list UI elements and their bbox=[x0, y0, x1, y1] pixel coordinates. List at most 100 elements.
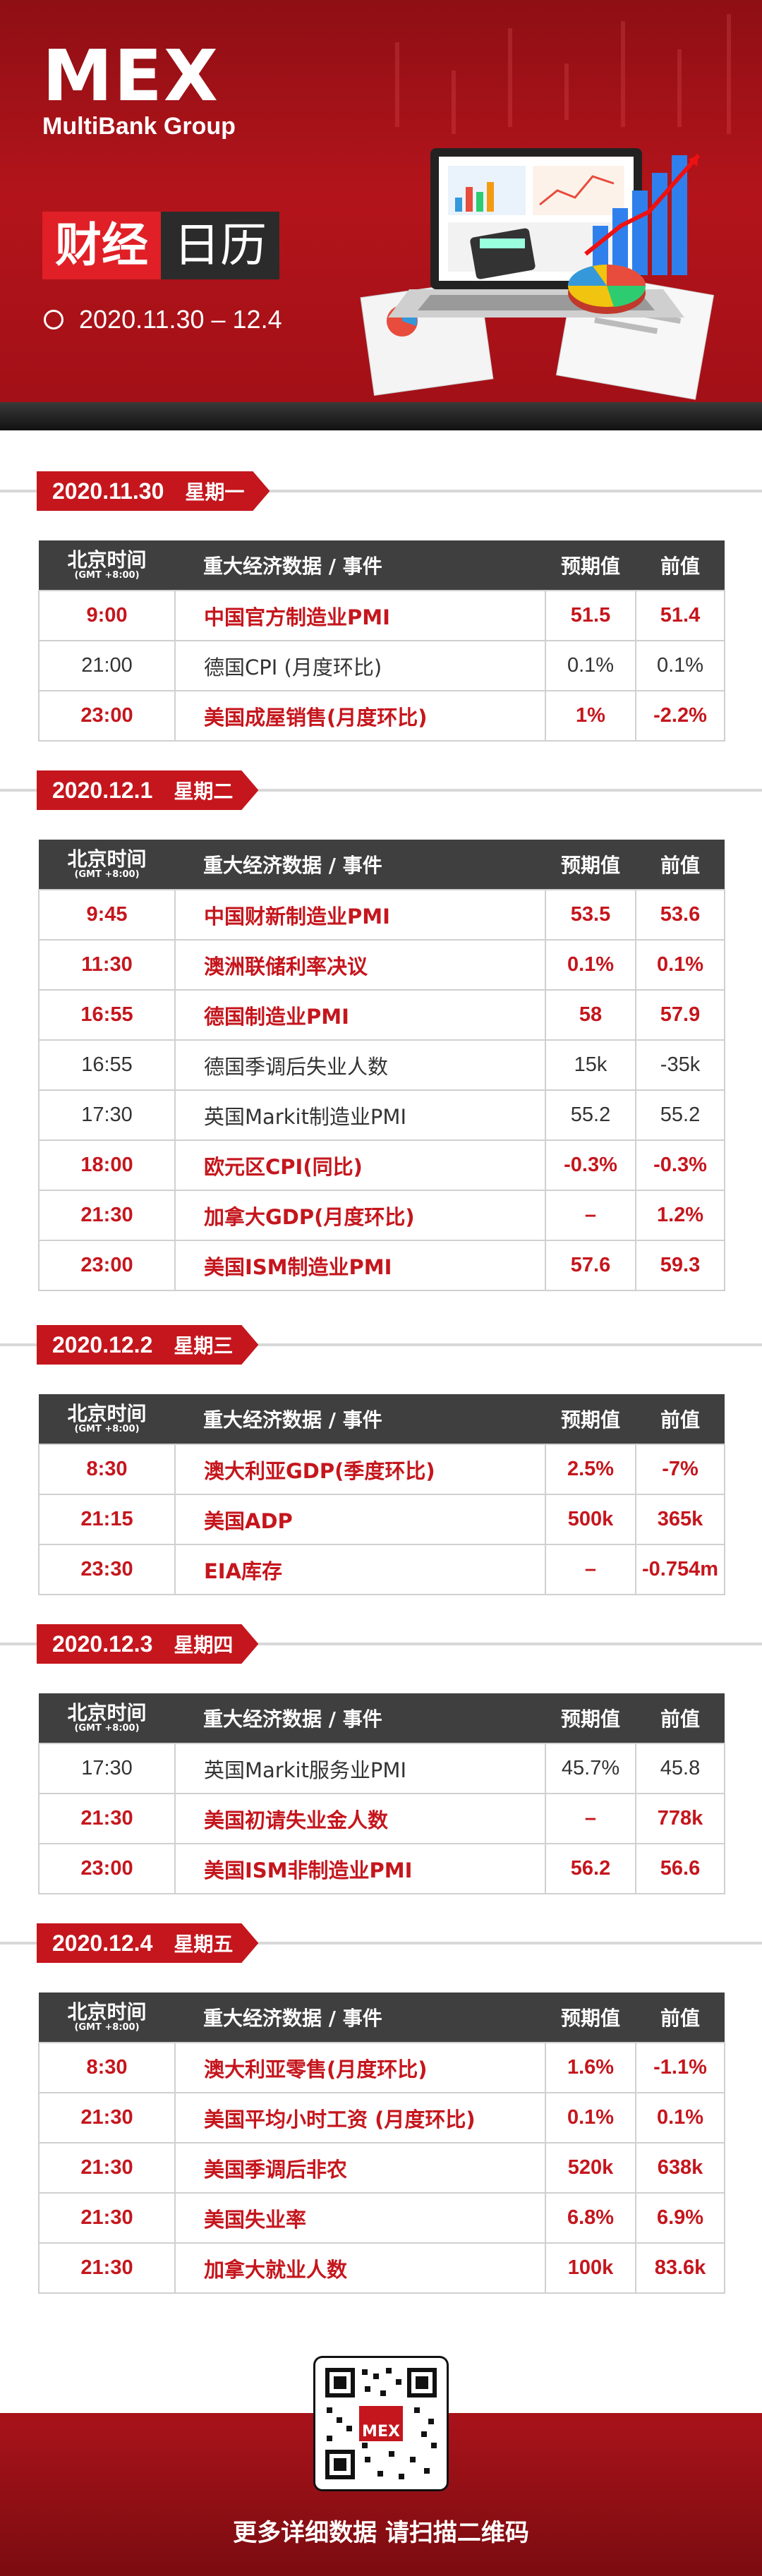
header-event: 重大经济数据 / 事件 bbox=[175, 1693, 545, 1743]
row-forecast: – bbox=[545, 1793, 636, 1844]
row-time: 9:00 bbox=[38, 590, 176, 641]
header-time: 北京时间 (GMT +8:00) bbox=[39, 1394, 175, 1444]
table-row: 16:55 德国季调后失业人数 15k -35k bbox=[38, 1039, 725, 1091]
table-header: 北京时间 (GMT +8:00) 重大经济数据 / 事件 预期值 前值 bbox=[39, 1693, 725, 1743]
row-event: 欧元区CPI(同比) bbox=[174, 1139, 546, 1191]
row-time: 9:45 bbox=[38, 889, 176, 941]
table-row: 23:00 美国成屋销售(月度环比) 1% -2.2% bbox=[38, 690, 725, 742]
logo-subtitle: MultiBank Group bbox=[42, 113, 236, 140]
divider bbox=[0, 1343, 762, 1346]
header-time: 北京时间 (GMT +8:00) bbox=[39, 1993, 175, 2043]
day-weekday: 星期四 bbox=[174, 1633, 234, 1657]
header-time: 北京时间 (GMT +8:00) bbox=[39, 1693, 175, 1743]
header-event: 重大经济数据 / 事件 bbox=[175, 840, 545, 890]
row-previous: 51.4 bbox=[635, 590, 725, 641]
day-tab: 2020.12.4 星期五 bbox=[37, 1923, 258, 1963]
header-previous: 前值 bbox=[636, 1993, 725, 2043]
row-previous: 56.6 bbox=[635, 1843, 725, 1894]
header-time: 北京时间 (GMT +8:00) bbox=[39, 540, 175, 591]
row-time: 23:30 bbox=[38, 1544, 176, 1595]
day-strip: 2020.12.4 星期五 bbox=[0, 1923, 762, 1963]
row-forecast: 15k bbox=[545, 1039, 636, 1091]
table-row: 17:30 英国Markit服务业PMI 45.7% 45.8 bbox=[38, 1743, 725, 1794]
row-previous: -7% bbox=[635, 1444, 725, 1495]
row-previous: -0.754m bbox=[635, 1544, 725, 1595]
page-title-dark: 日历 bbox=[161, 212, 279, 279]
row-forecast: 58 bbox=[545, 989, 636, 1041]
calendar-table: 北京时间 (GMT +8:00) 重大经济数据 / 事件 预期值 前值 9:45 中国财新制… bbox=[38, 840, 725, 1291]
row-forecast: -0.3% bbox=[545, 1139, 636, 1191]
day-strip: 2020.12.3 星期四 bbox=[0, 1624, 762, 1664]
table-row: 21:30 加拿大就业人数 100k 83.6k bbox=[38, 2242, 725, 2294]
day-section: 2020.12.3 星期四 北京时间 (GMT +8:00) 重大经济数据 / 事件 预期… bbox=[0, 1624, 762, 1894]
divider bbox=[0, 490, 762, 492]
row-forecast: 6.8% bbox=[545, 2192, 636, 2244]
row-event: 澳大利亚GDP(季度环比) bbox=[174, 1444, 546, 1495]
day-tab: 2020.12.1 星期二 bbox=[37, 770, 258, 810]
row-event: 美国ADP bbox=[174, 1494, 546, 1545]
row-previous: -2.2% bbox=[635, 690, 725, 742]
row-time: 23:00 bbox=[38, 1843, 176, 1894]
row-time: 23:00 bbox=[38, 690, 176, 742]
row-time: 17:30 bbox=[38, 1089, 176, 1141]
table-header: 北京时间 (GMT +8:00) 重大经济数据 / 事件 预期值 前值 bbox=[39, 1394, 725, 1444]
row-event: 英国Markit制造业PMI bbox=[174, 1089, 546, 1141]
header-forecast: 预期值 bbox=[545, 1993, 636, 2043]
table-row: 17:30 英国Markit制造业PMI 55.2 55.2 bbox=[38, 1089, 725, 1141]
row-event: 加拿大就业人数 bbox=[174, 2242, 546, 2294]
day-date: 2020.12.2 bbox=[52, 1331, 153, 1357]
calendar-table: 北京时间 (GMT +8:00) 重大经济数据 / 事件 预期值 前值 17:30 英国Ma… bbox=[38, 1693, 725, 1894]
row-event: EIA库存 bbox=[174, 1544, 546, 1595]
table-row: 11:30 澳洲联储利率决议 0.1% 0.1% bbox=[38, 939, 725, 991]
day-section: 2020.12.1 星期二 北京时间 (GMT +8:00) 重大经济数据 / 事件 预期… bbox=[0, 770, 762, 1291]
header-gmt: (GMT +8:00) bbox=[74, 1423, 140, 1434]
day-tab: 2020.12.3 星期四 bbox=[37, 1624, 258, 1664]
day-section: 2020.12.2 星期三北京时间 (GMT +8:00) 重大经济数据 / 事件 预期… bbox=[0, 1325, 762, 1595]
day-strip: 2020.11.30 星期一 bbox=[0, 471, 762, 511]
header-time-label: 北京时间 bbox=[67, 2000, 147, 2024]
table-row: 18:00 欧元区CPI(同比) -0.3% -0.3% bbox=[38, 1139, 725, 1191]
table-row: 23:00 美国ISM非制造业PMI 56.2 56.6 bbox=[38, 1843, 725, 1894]
row-event: 德国季调后失业人数 bbox=[174, 1039, 546, 1091]
qr-code-icon[interactable] bbox=[315, 2358, 447, 2489]
table-row: 21:30 美国失业率 6.8% 6.9% bbox=[38, 2192, 725, 2244]
row-event: 德国制造业PMI bbox=[174, 989, 546, 1041]
row-previous: 0.1% bbox=[635, 939, 725, 991]
header-time-label: 北京时间 bbox=[67, 847, 147, 871]
row-forecast: 57.6 bbox=[545, 1240, 636, 1291]
day-strip: 2020.12.1 星期二 bbox=[0, 770, 762, 810]
header-gmt: (GMT +8:00) bbox=[74, 1722, 140, 1734]
table-row: 21:30 美国季调后非农 520k 638k bbox=[38, 2142, 725, 2194]
row-time: 16:55 bbox=[38, 1039, 176, 1091]
header-gmt: (GMT +8:00) bbox=[74, 869, 140, 880]
divider bbox=[0, 789, 762, 792]
row-forecast: 1% bbox=[545, 690, 636, 742]
table-row: 23:30 EIA库存 – -0.754m bbox=[38, 1544, 725, 1595]
row-forecast: 100k bbox=[545, 2242, 636, 2294]
row-event: 美国季调后非农 bbox=[174, 2142, 546, 2194]
header-event: 重大经济数据 / 事件 bbox=[175, 1993, 545, 2043]
row-time: 23:00 bbox=[38, 1240, 176, 1291]
day-date: 2020.12.1 bbox=[52, 777, 153, 803]
header-time: 北京时间 (GMT +8:00) bbox=[39, 840, 175, 890]
table-header: 北京时间 (GMT +8:00) 重大经济数据 / 事件 预期值 前值 bbox=[39, 540, 725, 591]
header-forecast: 预期值 bbox=[545, 1394, 636, 1444]
table-row: 8:30 澳大利亚零售(月度环比) 1.6% -1.1% bbox=[38, 2042, 725, 2093]
row-event: 加拿大GDP(月度环比) bbox=[174, 1190, 546, 1241]
table-row: 23:00 美国ISM制造业PMI 57.6 59.3 bbox=[38, 1240, 725, 1291]
row-event: 中国财新制造业PMI bbox=[174, 889, 546, 941]
row-previous: -1.1% bbox=[635, 2042, 725, 2093]
row-forecast: 51.5 bbox=[545, 590, 636, 641]
header-forecast: 预期值 bbox=[545, 1693, 636, 1743]
row-forecast: 0.1% bbox=[545, 640, 636, 691]
table-row: 21:30 加拿大GDP(月度环比) –1.2% bbox=[38, 1190, 725, 1241]
row-previous: 778k bbox=[635, 1793, 725, 1844]
day-weekday: 星期二 bbox=[174, 780, 234, 803]
row-forecast: 56.2 bbox=[545, 1843, 636, 1894]
header-time-label: 北京时间 bbox=[67, 1701, 147, 1725]
row-time: 8:30 bbox=[38, 1444, 176, 1495]
day-tab: 2020.12.2 星期三 bbox=[37, 1325, 258, 1365]
logo-mark: MEX bbox=[42, 35, 219, 117]
header-gmt: (GMT +8:00) bbox=[74, 2021, 140, 2033]
footer-cta: 更多详细数据 请扫描二维码 bbox=[233, 2519, 529, 2547]
